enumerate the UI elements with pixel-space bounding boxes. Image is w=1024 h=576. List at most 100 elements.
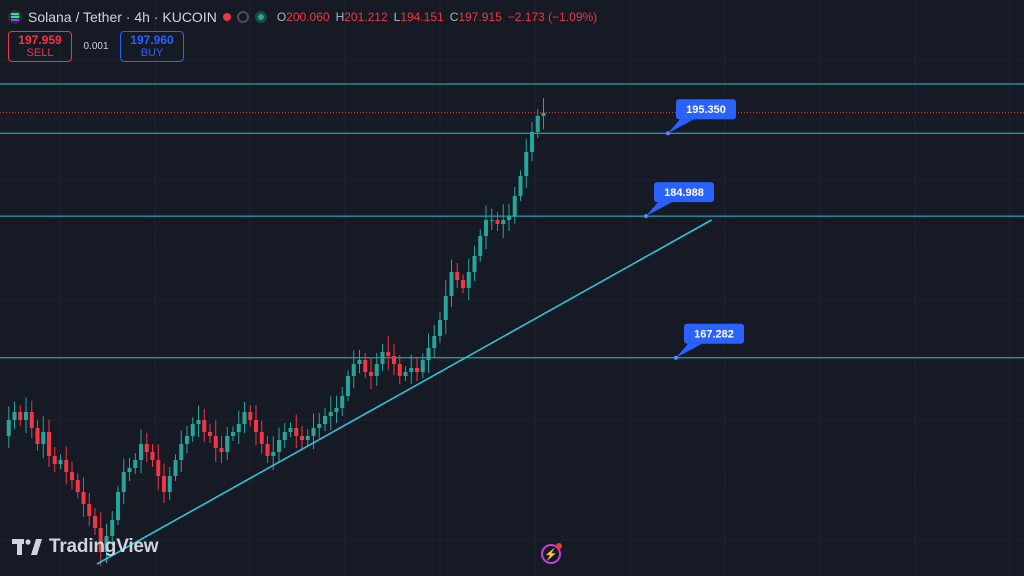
callout-box: [654, 182, 714, 203]
candles: [6, 98, 546, 567]
candle-body: [403, 372, 408, 376]
candle-body: [432, 336, 437, 348]
candle-body: [507, 216, 511, 220]
candle-body: [196, 420, 201, 424]
candle-body: [501, 220, 506, 224]
candle-body: [259, 432, 264, 444]
low-value: 194.151: [400, 10, 444, 24]
candle-body: [116, 492, 120, 520]
buy-label: BUY: [140, 46, 164, 59]
callout-box: [684, 323, 744, 344]
live-status-icon[interactable]: [254, 11, 267, 23]
callout-anchor: [644, 214, 648, 219]
candle-body: [443, 296, 448, 320]
candle-body: [426, 348, 431, 360]
candle-body: [185, 436, 189, 444]
market-status-icon: [222, 13, 231, 21]
candle-body: [495, 220, 500, 224]
candle-body: [162, 476, 166, 492]
candle-body: [104, 536, 109, 552]
candle-body: [225, 436, 230, 452]
candle-body: [305, 436, 310, 440]
candle-body: [52, 456, 57, 464]
candle-body: [438, 320, 442, 336]
level-callout: 184.988: [644, 182, 714, 219]
candle-body: [139, 444, 143, 460]
lightning-bolt-icon[interactable]: ⚡: [541, 543, 562, 564]
open-value: 200.060: [286, 10, 330, 24]
solana-icon: [8, 10, 22, 24]
candle-body: [47, 432, 51, 456]
level-callout: 195.350: [666, 99, 736, 136]
candle-body: [466, 272, 471, 288]
candle-body: [24, 412, 28, 420]
symbol-header: Solana / Tether · 4h · KUCOIN O200.060 H…: [8, 7, 597, 27]
candle-body: [518, 176, 523, 196]
buy-button[interactable]: 197.960 BUY: [120, 31, 184, 62]
candle-body: [202, 420, 207, 432]
candle-body: [93, 516, 97, 528]
trendline: [96, 219, 712, 565]
candle-body: [369, 372, 373, 376]
candle-body: [420, 360, 425, 372]
data-status-icon[interactable]: [236, 11, 249, 23]
high-label: H: [335, 10, 345, 24]
candle-body: [213, 436, 218, 448]
candle-body: [75, 480, 80, 492]
candle-body: [35, 428, 40, 444]
callout-anchor: [666, 131, 670, 136]
candle-body: [242, 412, 247, 424]
tradingview-logo[interactable]: TradingView: [12, 536, 159, 558]
candle-body: [248, 412, 253, 420]
candle-body: [282, 432, 287, 440]
candle-body: [512, 196, 517, 216]
candle-body: [392, 356, 396, 364]
candle-body: [351, 364, 356, 376]
trade-panel: 197.959 SELL 0.001 197.960 BUY: [8, 31, 184, 62]
candle-body: [219, 448, 224, 452]
candle-body: [535, 116, 540, 132]
candle-body: [179, 444, 184, 460]
candle-body: [472, 256, 477, 272]
candle-body: [409, 368, 414, 372]
candle-body: [173, 460, 178, 476]
candle-body: [300, 436, 304, 440]
change-value: −2.173 (−1.09%): [507, 10, 598, 24]
open-label: O: [276, 10, 287, 24]
candle-body: [127, 468, 132, 472]
callout-label: 184.988: [664, 187, 704, 199]
candle-body: [317, 424, 322, 428]
candle-body: [524, 152, 529, 176]
candle-body: [271, 452, 276, 456]
symbol-title[interactable]: Solana / Tether · 4h · KUCOIN: [28, 9, 217, 25]
low-label: L: [393, 10, 401, 24]
high-value: 201.212: [344, 10, 388, 24]
candle-body: [340, 396, 345, 408]
candle-body: [150, 452, 155, 460]
callout-label: 195.350: [686, 104, 726, 116]
sell-label: SELL: [26, 46, 54, 59]
candle-body: [190, 424, 195, 436]
brand-name: TradingView: [49, 536, 159, 557]
callout-label: 167.282: [694, 329, 734, 341]
candle-body: [12, 412, 17, 420]
ohlc-values: O200.060 H201.212 L194.151 C197.915 −2.1…: [277, 10, 597, 24]
candle-body: [133, 460, 138, 468]
candle-body: [121, 472, 126, 492]
candle-body: [397, 364, 402, 376]
horizontal-levels: [0, 83, 1024, 359]
candle-body: [231, 432, 235, 436]
candle-body: [449, 272, 454, 296]
candle-body: [294, 428, 299, 436]
buy-price: 197.960: [130, 32, 174, 47]
candle-body: [311, 428, 316, 436]
candle-body: [81, 492, 86, 504]
spread-value: 0.001: [83, 41, 109, 52]
candle-body: [478, 236, 483, 256]
candle-body: [277, 440, 281, 452]
candle-body: [144, 444, 149, 452]
level-callout: 167.282: [674, 323, 744, 360]
sell-button[interactable]: 197.959 SELL: [8, 31, 72, 62]
